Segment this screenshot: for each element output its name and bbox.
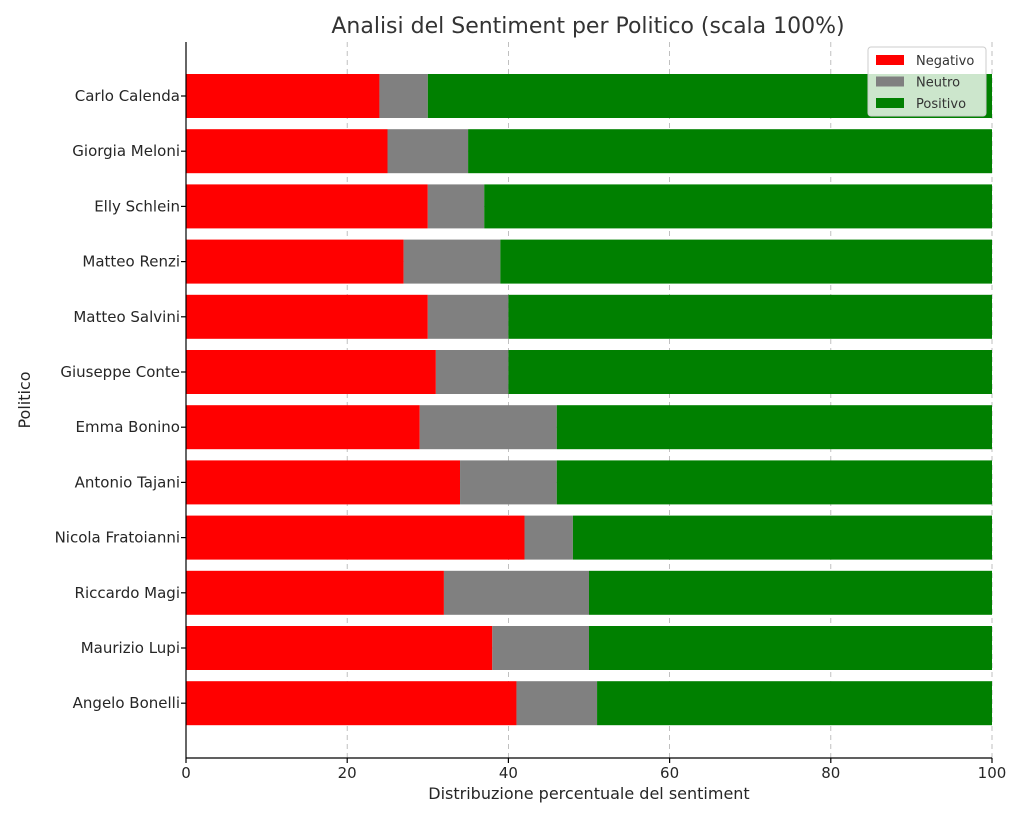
bar-negativo: [186, 74, 380, 118]
bar-negativo: [186, 294, 428, 339]
legend-swatch-negativo: [876, 55, 904, 65]
x-tick-label: 0: [181, 764, 191, 782]
bar-positivo: [468, 129, 993, 174]
x-axis-title: Distribuzione percentuale del sentiment: [428, 784, 749, 803]
bar-positivo: [589, 626, 992, 670]
y-tick-label: Matteo Salvini: [73, 308, 180, 326]
bar-positivo: [597, 681, 992, 726]
bar-negativo: [186, 350, 436, 394]
bar-neutro: [524, 515, 573, 560]
x-tick-label: 60: [660, 764, 679, 782]
x-tick-label: 100: [978, 764, 1007, 782]
x-tick-label: 80: [821, 764, 840, 782]
y-ticks: Carlo Calenda Giorgia Meloni Elly Schlein M…: [55, 87, 186, 712]
bar-negativo: [186, 515, 525, 560]
bar-positivo: [556, 405, 992, 450]
legend-swatch-neutro: [876, 76, 904, 87]
bar-neutro: [492, 626, 589, 670]
y-tick-label: Angelo Bonelli: [73, 694, 180, 712]
bar-neutro: [516, 681, 598, 726]
y-tick-label: Elly Schlein: [94, 197, 180, 215]
bar-positivo: [508, 350, 992, 394]
bar-neutro: [443, 570, 589, 615]
y-tick-label: Antonio Tajani: [75, 473, 180, 491]
y-tick-label: Giuseppe Conte: [60, 363, 180, 381]
y-tick-label: Riccardo Magi: [75, 584, 180, 602]
bar-positivo: [484, 184, 992, 229]
bar-negativo: [186, 570, 444, 615]
bar-positivo: [556, 460, 992, 505]
legend-label-positivo: Positivo: [916, 97, 966, 112]
bar-neutro: [460, 460, 557, 505]
bar-negativo: [186, 239, 404, 284]
bar-negativo: [186, 405, 420, 450]
y-tick-label: Giorgia Meloni: [72, 142, 180, 160]
bar-negativo: [186, 681, 517, 726]
bar-negativo: [186, 184, 428, 229]
y-tick-label: Nicola Fratoianni: [55, 529, 180, 547]
y-tick-label: Carlo Calenda: [75, 87, 180, 105]
legend-swatch-positivo: [876, 98, 904, 108]
bar-neutro: [419, 405, 557, 450]
bar-positivo: [500, 239, 992, 284]
x-tick-label: 40: [499, 764, 518, 782]
bar-neutro: [403, 239, 501, 284]
legend-label-neutro: Neutro: [916, 76, 960, 91]
bar-positivo: [508, 294, 992, 339]
y-tick-label: Matteo Renzi: [82, 253, 180, 271]
bar-neutro: [427, 294, 509, 339]
y-tick-label: Emma Bonino: [76, 418, 181, 436]
x-ticks: 0 20 40 60 80 100: [181, 758, 1006, 782]
bar-neutro: [435, 350, 509, 394]
bar-negativo: [186, 626, 493, 670]
y-axis-title: Politico: [15, 371, 34, 428]
bar-neutro: [387, 129, 469, 174]
bar-positivo: [589, 570, 992, 615]
bar-negativo: [186, 129, 388, 174]
bar-neutro: [427, 184, 485, 229]
legend: Negativo Neutro Positivo: [867, 46, 987, 117]
axes: [185, 42, 992, 759]
x-tick-label: 20: [338, 764, 357, 782]
legend-label-negativo: Negativo: [916, 54, 974, 69]
chart-title: Analisi del Sentiment per Politico (scal…: [331, 14, 844, 39]
bar-positivo: [572, 515, 992, 560]
y-tick-label: Maurizio Lupi: [81, 639, 180, 657]
bar-negativo: [186, 460, 461, 505]
bars: [186, 74, 993, 726]
bar-neutro: [379, 74, 428, 118]
